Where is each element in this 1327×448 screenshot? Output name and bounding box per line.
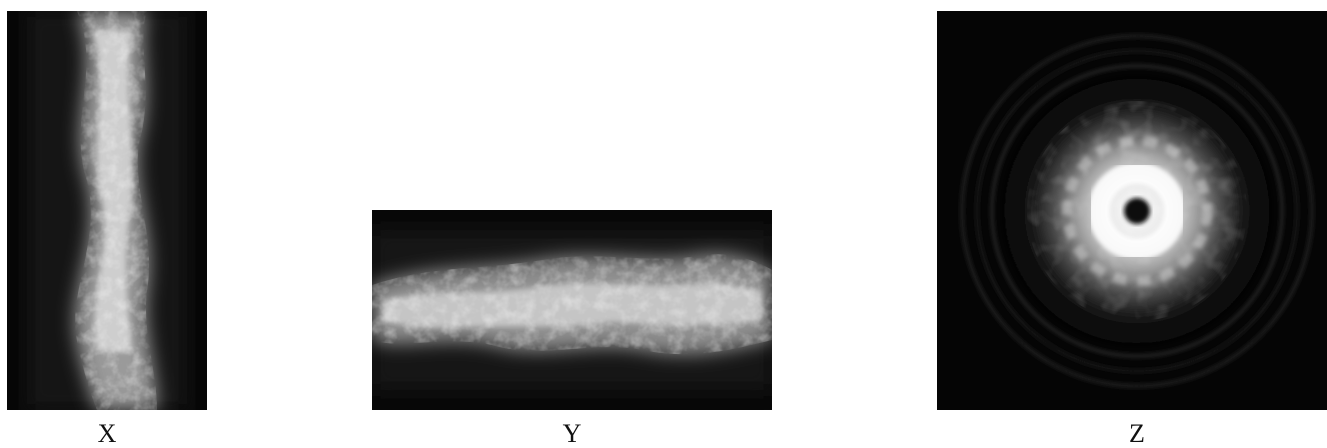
caption-y: Y	[562, 419, 582, 448]
projection-x-image	[7, 11, 207, 410]
caption-z: Z	[1129, 419, 1145, 448]
caption-x: X	[97, 419, 117, 448]
projection-z-image	[937, 11, 1327, 410]
ring-end-on-projection-icon	[937, 11, 1327, 410]
filament-side-projection-icon	[7, 11, 207, 410]
filament-horizontal-projection-icon	[372, 210, 772, 410]
projection-y-image	[372, 210, 772, 410]
